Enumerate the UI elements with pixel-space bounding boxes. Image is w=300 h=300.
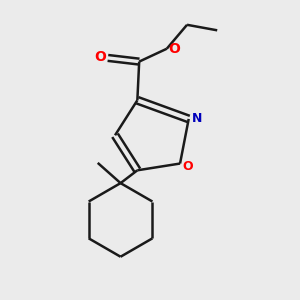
Text: O: O [168, 42, 180, 56]
Text: N: N [192, 112, 202, 125]
Text: O: O [94, 50, 106, 64]
Text: O: O [183, 160, 194, 173]
